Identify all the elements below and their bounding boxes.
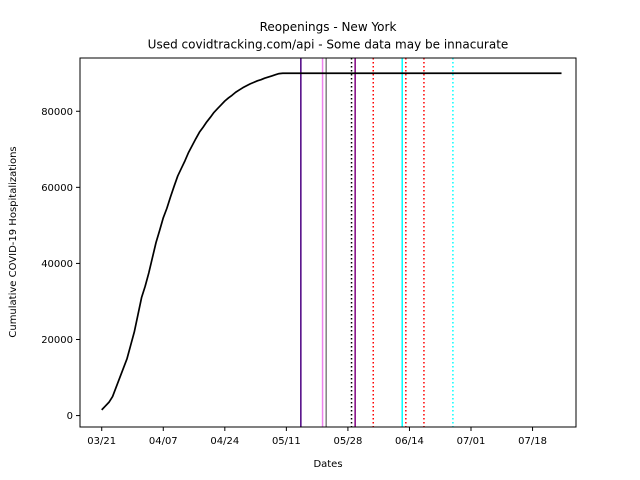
y-tick-label: 60000 (41, 183, 73, 194)
y-tick-label: 20000 (41, 335, 73, 346)
x-tick-label: 04/07 (149, 436, 178, 447)
x-tick-label: 05/11 (272, 436, 301, 447)
x-tick-label: 05/28 (333, 436, 362, 447)
chart-title: Reopenings - New York (260, 20, 397, 34)
y-tick-label: 40000 (41, 259, 73, 270)
chart-subtitle: Used covidtracking.com/api - Some data m… (148, 38, 509, 52)
x-tick-label: 06/14 (395, 436, 424, 447)
y-tick-label: 80000 (41, 107, 73, 118)
x-tick-label: 07/01 (457, 436, 486, 447)
x-tick-label: 04/24 (210, 436, 239, 447)
plot-area: 0 20000 40000 60000 80000 03/21 04/07 04/24 05/1… (41, 57, 577, 447)
axes-frame (79, 57, 577, 428)
x-axis-label: Dates (313, 459, 342, 470)
x-tick-label: 07/18 (518, 436, 547, 447)
y-axis-label: Cumulative COVID-19 Hospitalizations (8, 146, 19, 337)
y-tick-label: 0 (67, 411, 73, 422)
x-tick-label: 03/21 (87, 436, 116, 447)
series-line-1 (101, 72, 562, 411)
